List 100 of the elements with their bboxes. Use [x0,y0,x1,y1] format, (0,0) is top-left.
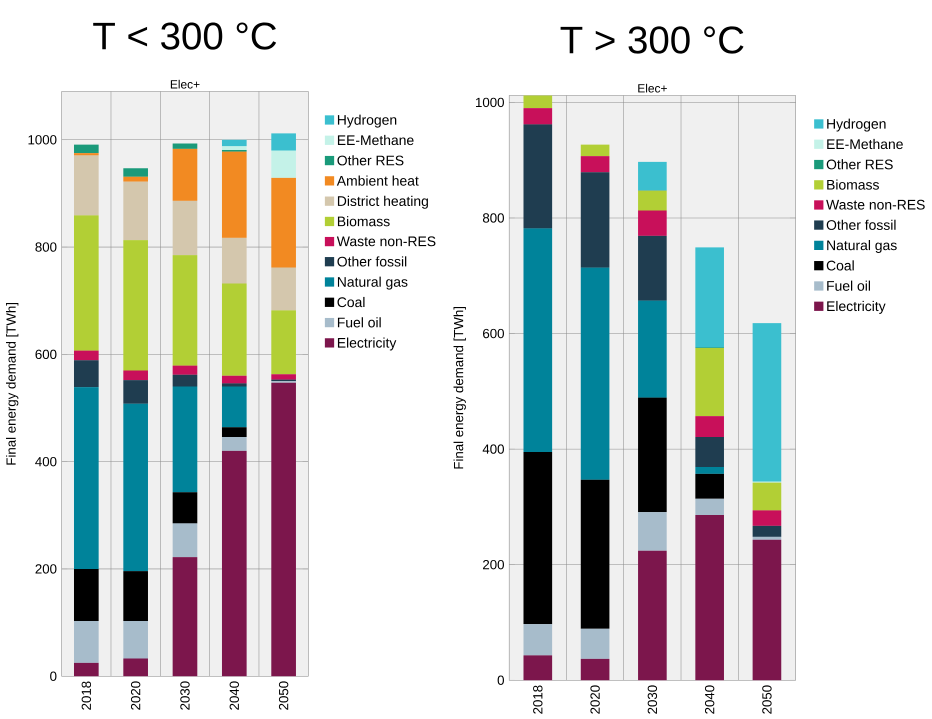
bar [523,228,552,452]
legend-label: EE-Methane [338,134,414,146]
bar [523,124,552,228]
bar [271,150,296,178]
bar [638,162,667,190]
bar [74,350,99,360]
x-tick-label: 2050 [278,682,288,710]
bar [695,515,724,680]
bar [222,284,247,376]
y-axis-title: Final energy demand [TWh] [6,303,18,465]
y-tick-label: 600 [36,350,56,360]
bar [222,451,247,676]
bar [695,348,724,416]
x-tick-label: 2030 [180,682,190,710]
bar [580,480,610,629]
bar [638,210,667,236]
legend-label: Coal [826,260,854,271]
y-tick-label: 1000 [476,98,504,108]
chart-subtitle: Elec+ [638,84,667,93]
bar [523,452,552,624]
bar [172,366,198,375]
bar [271,268,296,310]
legend-label: Natural gas [338,276,408,290]
legend-label: Hydrogen [827,118,886,132]
bar [695,437,724,468]
legend-label: Waste non-RES [826,200,925,210]
bar [523,655,552,680]
x-tick-label: 2040 [230,682,239,710]
bar [638,236,667,301]
legend-label: Natural gas [827,240,897,254]
bar [172,557,198,676]
bar [222,152,247,238]
legend-label: Fuel oil [827,280,870,291]
legend-label: Biomass [827,180,879,190]
bar [752,526,782,538]
bar [222,427,247,438]
bar [123,621,148,659]
bar [222,383,247,387]
x-tick-label: 2018 [533,686,543,714]
bar [74,155,99,216]
bar [172,144,198,149]
legend-label: EE-Methane [827,138,903,150]
bar [172,201,198,256]
bar [172,255,198,366]
bar [74,387,99,570]
bar [580,628,610,659]
bar [123,240,148,371]
x-tick-label: 2020 [590,686,600,714]
bar [123,176,148,182]
bar [172,386,198,492]
bar [123,404,148,572]
legend-label: Other fossil [337,256,406,267]
bar [638,512,667,551]
y-tick-label: 1000 [28,135,56,145]
bar [580,268,610,480]
legend-label: Electricity [827,300,886,314]
legend-label: Hydrogen [338,114,396,128]
x-tick-label: 2050 [762,686,772,714]
bar [222,146,247,150]
bar [523,96,552,108]
bar [172,374,198,387]
bar [222,140,247,146]
bar [580,156,610,172]
bar [695,416,724,438]
bar [695,248,724,348]
legend-label: Other fossil [826,220,896,230]
bar [580,144,610,156]
legend-label: Electricity [338,338,396,351]
bar [638,300,667,398]
y-tick-label: 200 [483,560,504,570]
legend-label: District heating [338,196,428,209]
y-tick-label: 0 [498,676,504,685]
x-tick-label: 2040 [704,686,714,714]
legend-label: Biomass [338,216,390,226]
bar [752,537,782,540]
bar [752,540,782,680]
bar [123,658,148,676]
y-tick-label: 200 [36,564,56,574]
bar [123,370,148,380]
y-tick-label: 600 [483,328,504,338]
bar [580,658,610,680]
bar [172,148,198,202]
legend-label: Coal [338,297,364,308]
legend-label: Other RES [337,155,404,166]
bar [580,172,610,268]
bar [271,133,296,151]
bar [74,360,99,388]
bar [222,376,247,384]
legend-label: Fuel oil [338,317,381,328]
bar [523,624,552,656]
y-axis-title: Final energy demand [TWh] [454,307,466,469]
bar [695,467,724,474]
bar [695,498,724,516]
bar [271,178,296,268]
bar [523,108,552,124]
x-tick-label: 2020 [130,682,140,710]
legend-label: Waste non-RES [336,236,436,246]
bar [271,374,296,380]
bar [74,216,99,351]
bar [123,380,148,404]
